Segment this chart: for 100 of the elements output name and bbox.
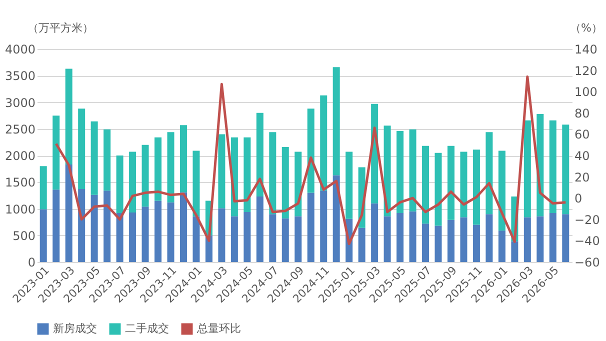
y-tick-label: 0 bbox=[28, 256, 36, 270]
bar bbox=[472, 224, 480, 262]
bar bbox=[104, 129, 111, 191]
y2-axis-title: （%） bbox=[570, 22, 602, 34]
legend-label: 总量环比 bbox=[196, 322, 241, 335]
bar bbox=[129, 152, 136, 212]
bar bbox=[40, 209, 47, 262]
y-tick-label: 3500 bbox=[4, 69, 36, 84]
y-axis-title: （万平方米） bbox=[28, 22, 94, 34]
bar bbox=[180, 192, 187, 262]
y2-tick-label: 120 bbox=[574, 64, 598, 78]
bar bbox=[116, 156, 124, 214]
bar bbox=[384, 216, 391, 262]
bar bbox=[90, 194, 98, 262]
bar bbox=[104, 190, 111, 262]
y2-tick-label: 0 bbox=[574, 192, 582, 206]
bar bbox=[460, 152, 468, 218]
bar bbox=[498, 230, 506, 262]
bar bbox=[346, 152, 353, 219]
y-tick-label: 1000 bbox=[4, 202, 36, 216]
bar bbox=[230, 216, 238, 262]
bar bbox=[307, 108, 314, 193]
bar bbox=[269, 214, 276, 262]
bar bbox=[167, 202, 174, 262]
y-tick-label: 4000 bbox=[4, 42, 36, 56]
y2-tick-label: 60 bbox=[574, 128, 590, 142]
bar bbox=[332, 67, 340, 176]
bar bbox=[434, 226, 442, 262]
y2-tick-label: 40 bbox=[574, 149, 590, 163]
line-series bbox=[54, 75, 567, 246]
bar bbox=[269, 132, 276, 214]
bar bbox=[142, 144, 149, 207]
bar bbox=[447, 146, 454, 220]
bar bbox=[358, 228, 366, 262]
bar bbox=[447, 220, 454, 262]
bar bbox=[562, 124, 570, 214]
bar bbox=[486, 214, 493, 262]
y2-tick-label: 20 bbox=[574, 170, 590, 184]
bar bbox=[307, 192, 314, 262]
bar bbox=[320, 95, 328, 191]
bar bbox=[396, 213, 404, 262]
bar bbox=[562, 214, 570, 262]
y-tick-label: 500 bbox=[12, 228, 36, 243]
bar bbox=[129, 212, 136, 262]
bar bbox=[409, 129, 416, 212]
y2-tick-label: 80 bbox=[574, 106, 590, 120]
bar bbox=[154, 200, 162, 262]
bar bbox=[192, 150, 200, 216]
y2-tick-label: 140 bbox=[574, 42, 598, 56]
bar bbox=[192, 216, 200, 262]
bar bbox=[460, 217, 468, 262]
bar bbox=[282, 218, 289, 262]
bar bbox=[486, 132, 493, 214]
bar bbox=[498, 150, 506, 231]
bar bbox=[180, 125, 187, 192]
bar bbox=[244, 137, 251, 212]
bar bbox=[52, 190, 60, 262]
bar bbox=[549, 120, 556, 214]
y-tick-label: 2500 bbox=[4, 122, 36, 136]
bar bbox=[434, 152, 442, 226]
bar bbox=[218, 134, 226, 208]
bar bbox=[511, 241, 518, 262]
bar bbox=[332, 175, 340, 262]
bar bbox=[78, 108, 86, 190]
y2-tick-label: 100 bbox=[574, 85, 598, 100]
bar bbox=[524, 120, 531, 218]
bar bbox=[40, 166, 47, 210]
y2-tick-label: −60 bbox=[574, 256, 600, 270]
legend-label: 二手成交 bbox=[125, 322, 169, 335]
y-tick-label: 2000 bbox=[4, 149, 36, 163]
bar bbox=[549, 213, 556, 262]
bar bbox=[167, 132, 174, 202]
bar bbox=[396, 131, 404, 214]
bar bbox=[256, 196, 264, 262]
bar bbox=[90, 121, 98, 195]
y2-tick-label: −20 bbox=[574, 212, 600, 227]
bar bbox=[142, 206, 149, 262]
bar bbox=[422, 146, 430, 224]
bar bbox=[65, 164, 72, 262]
bar bbox=[371, 203, 378, 262]
bar bbox=[320, 190, 328, 262]
bar bbox=[244, 212, 251, 262]
bar bbox=[472, 150, 480, 225]
bar bbox=[294, 152, 302, 216]
legend-label: 新房成交 bbox=[53, 322, 97, 335]
y-tick-label: 3000 bbox=[4, 96, 36, 110]
bar bbox=[409, 211, 416, 262]
y-tick-label: 1500 bbox=[4, 176, 36, 190]
bar bbox=[294, 216, 302, 262]
bar bbox=[282, 146, 289, 218]
bar bbox=[536, 216, 544, 262]
bar bbox=[116, 213, 124, 262]
bar bbox=[52, 116, 60, 190]
bar bbox=[422, 224, 430, 262]
bar bbox=[154, 137, 162, 201]
bar bbox=[524, 217, 531, 262]
bar bbox=[256, 112, 264, 197]
bar bbox=[218, 208, 226, 262]
bar bbox=[65, 68, 72, 165]
bar bbox=[78, 189, 86, 262]
